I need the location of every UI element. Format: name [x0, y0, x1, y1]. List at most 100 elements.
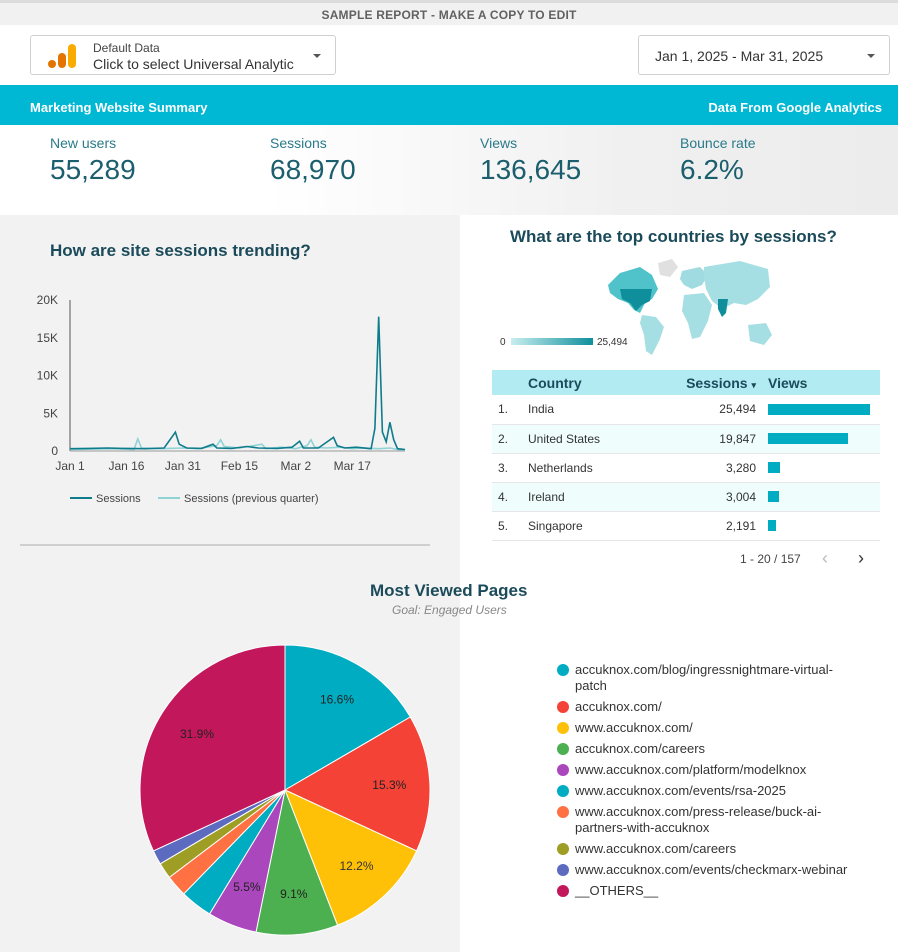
sample-report-banner: SAMPLE REPORT - MAKE A COPY TO EDIT: [0, 0, 898, 25]
y-tick-label: 5K: [43, 406, 58, 420]
row-sessions: 25,494: [662, 395, 762, 425]
legend-item-label: accuknox.com/blog/ingressnightmare-virtu…: [575, 662, 833, 693]
map-asia: [704, 261, 770, 309]
row-sessions: 3,280: [662, 453, 762, 483]
y-tick-label: 10K: [37, 369, 58, 383]
col-country-header[interactable]: Country: [522, 370, 662, 395]
kpi-label: Sessions: [270, 135, 327, 151]
col-views-header[interactable]: Views: [762, 370, 880, 395]
kpi-label: Bounce rate: [680, 135, 756, 151]
legend-color-dot: [557, 664, 569, 676]
x-tick-label: Jan 1: [55, 459, 85, 473]
pie-slice[interactable]: [139, 644, 286, 852]
legend-item-label: www.accuknox.com/careers: [575, 841, 737, 856]
table-row[interactable]: 4. Ireland 3,004: [492, 482, 880, 512]
legend-item[interactable]: accuknox.com/: [557, 699, 857, 715]
row-rank: 4.: [492, 482, 522, 512]
chevron-down-icon[interactable]: [313, 54, 321, 58]
legend-item[interactable]: www.accuknox.com/events/checkmarx-webina…: [557, 862, 857, 878]
data-source-value: Click to select Universal Analytic: [93, 56, 294, 72]
data-source-label: Default Data: [93, 41, 160, 55]
kpi-bounce-rate: Bounce rate 6.2%: [680, 135, 756, 186]
sessions-trend-title: How are site sessions trending?: [50, 241, 311, 260]
pie-legend: accuknox.com/blog/ingressnightmare-virtu…: [557, 662, 857, 904]
sort-desc-icon[interactable]: ▾: [751, 379, 756, 390]
map-greenland: [658, 259, 678, 277]
legend-item[interactable]: www.accuknox.com/careers: [557, 841, 857, 857]
row-rank: 2.: [492, 424, 522, 454]
table-row[interactable]: 3. Netherlands 3,280: [492, 453, 880, 483]
map-africa: [682, 293, 712, 339]
map-south-america: [640, 315, 664, 355]
legend-item-label: __OTHERS__: [575, 883, 659, 898]
legend-color-dot: [557, 885, 569, 897]
legend-item-label: accuknox.com/careers: [575, 741, 706, 756]
legend-item-label: www.accuknox.com/events/checkmarx-webina…: [575, 862, 848, 877]
prev-page-icon[interactable]: ‹: [822, 548, 828, 568]
kpi-sessions: Sessions 68,970: [270, 135, 356, 186]
pie-slice-label: 12.2%: [339, 859, 373, 873]
pie-slice-label: 9.1%: [280, 887, 308, 901]
pie-slice[interactable]: [255, 788, 339, 936]
series-line-sessions[interactable]: [69, 316, 406, 451]
pie-slice-label: 5.5%: [233, 880, 261, 894]
pie-slice[interactable]: [284, 789, 418, 926]
report-source: Data From Google Analytics: [708, 100, 882, 115]
map-australia: [748, 323, 772, 345]
data-source-select[interactable]: Default Data Click to select Universal A…: [30, 35, 336, 75]
legend-item-label: www.accuknox.com/events/rsa-2025: [575, 783, 786, 798]
map-color-scale: [511, 338, 593, 345]
legend-color-dot: [557, 864, 569, 876]
report-header-bar: Marketing Website Summary Data From Goog…: [0, 85, 898, 125]
kpi-new-users: New users 55,289: [50, 135, 136, 186]
most-viewed-pages-pie[interactable]: 16.6% 15.3% 12.2% 9.1% 5.5% 31.9%: [125, 635, 445, 945]
kpi-value: 55,289: [50, 154, 136, 185]
kpi-value: 68,970: [270, 154, 356, 185]
row-rank: 1.: [492, 395, 522, 425]
x-tick-label: Jan 16: [108, 459, 144, 473]
next-page-icon[interactable]: ›: [858, 548, 864, 568]
pages-title: Most Viewed Pages: [370, 581, 528, 600]
sessions-header-label: Sessions: [686, 374, 748, 391]
world-map[interactable]: [600, 255, 780, 360]
col-sessions-header[interactable]: Sessions ▾: [662, 370, 762, 395]
legend-item[interactable]: www.accuknox.com/events/rsa-2025: [557, 783, 857, 799]
legend-item[interactable]: www.accuknox.com/platform/modelknox: [557, 762, 857, 778]
kpi-value: 6.2%: [680, 154, 744, 185]
map-europe: [680, 267, 708, 289]
pages-subtitle: Goal: Engaged Users: [392, 603, 507, 617]
map-scale-max: 25,494: [597, 337, 628, 348]
legend-item[interactable]: __OTHERS__: [557, 883, 857, 899]
right-panel-bg: [460, 215, 898, 952]
table-row[interactable]: 2. United States 19,847: [492, 424, 880, 454]
row-sessions: 2,191: [662, 511, 762, 541]
pie-slice[interactable]: [283, 716, 431, 852]
row-sessions: 3,004: [662, 482, 762, 512]
date-range-value: Jan 1, 2025 - Mar 31, 2025: [655, 48, 824, 64]
legend-label[interactable]: Sessions: [96, 493, 141, 505]
table-row[interactable]: 5. Singapore 2,191: [492, 511, 880, 541]
pie-slice[interactable]: [284, 644, 411, 791]
legend-item[interactable]: accuknox.com/blog/ingressnightmare-virtu…: [557, 662, 857, 694]
row-rank: 3.: [492, 453, 522, 483]
legend-item[interactable]: www.accuknox.com/: [557, 720, 857, 736]
report-title: Marketing Website Summary: [30, 100, 208, 115]
views-bar: [768, 462, 780, 473]
x-tick-label: Feb 15: [221, 459, 259, 473]
y-tick-label: 0: [51, 444, 58, 458]
sessions-line-chart[interactable]: 0 5K 10K 15K 20K Jan 1 Jan 16 Jan 31 Feb 15 Mar 2…: [0, 280, 440, 570]
legend-item-label: www.accuknox.com/press-release/buck-ai-p…: [575, 804, 822, 835]
series-line-previous-quarter[interactable]: [69, 436, 406, 451]
kpi-scorecards: New users 55,289 Sessions 68,970 Views 1…: [0, 125, 898, 215]
row-country: India: [522, 395, 662, 425]
legend-label[interactable]: Sessions (previous quarter): [184, 493, 319, 505]
legend-item[interactable]: accuknox.com/careers: [557, 741, 857, 757]
legend-item-label: accuknox.com/: [575, 699, 662, 714]
x-tick-label: Mar 2: [280, 459, 311, 473]
chevron-down-icon[interactable]: [867, 54, 875, 58]
legend-item[interactable]: www.accuknox.com/press-release/buck-ai-p…: [557, 804, 857, 836]
kpi-label: New users: [50, 135, 117, 151]
date-range-select[interactable]: Jan 1, 2025 - Mar 31, 2025: [638, 35, 890, 75]
table-row[interactable]: 1. India 25,494: [492, 395, 880, 425]
section-divider: [20, 544, 430, 546]
